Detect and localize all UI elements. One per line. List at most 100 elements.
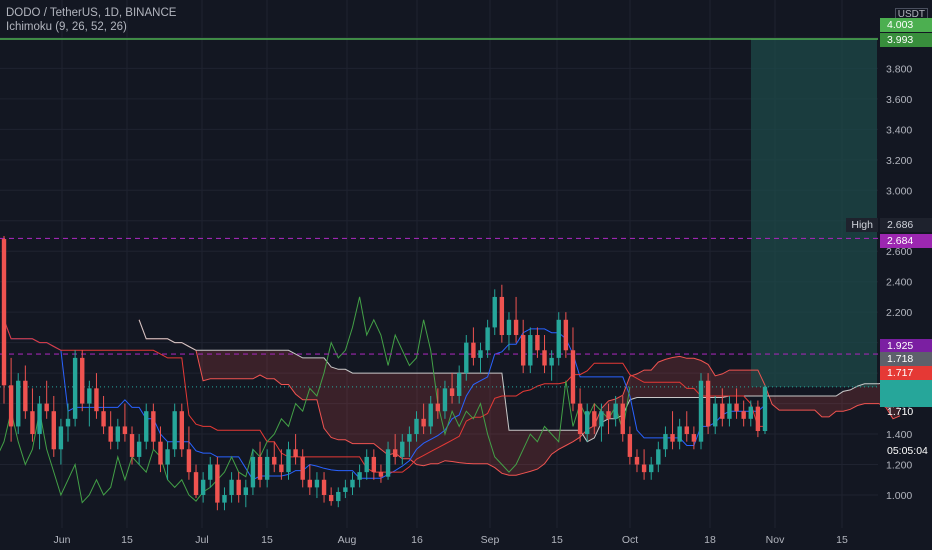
candle-body [8,385,14,427]
candle-body [364,456,369,473]
candle [87,380,92,427]
candle [634,449,640,473]
candle [620,395,625,442]
candle-body [371,456,377,473]
candle-body [478,350,483,358]
candle [428,395,433,435]
candle [23,365,28,419]
candle [371,449,377,480]
candle-body [549,357,554,366]
candle [172,403,177,457]
candle [321,472,327,503]
last-price-value: 1.710 [887,406,914,418]
candle-body [108,426,113,442]
candle [158,426,163,473]
price-badge-purple-upper: 2.684 [880,234,932,248]
candle-body [748,406,753,419]
candle-body [392,449,398,457]
x-tick-label: 15 [551,534,563,546]
candle [229,472,234,503]
price-badge-purple-lower: 1.925 [880,339,932,353]
candle-body [65,418,71,427]
candle [264,449,270,488]
candle-body [215,464,220,503]
candle [364,449,369,480]
candle [670,411,675,450]
candle [442,380,448,419]
candle [144,403,149,450]
symbol-title[interactable]: DODO / TetherUS, 1D, BINANCE [6,7,177,19]
candle-body [520,335,526,366]
candle-body [528,335,533,366]
candle [400,434,405,465]
candle-body [762,386,768,432]
candle [663,426,668,457]
candle-body [727,403,732,419]
candle [556,312,561,366]
price-badge-gray: 1.718 [880,352,932,366]
candle-body [670,434,675,442]
candle-body [350,479,355,488]
indicator-title[interactable]: Ichimoku (9, 26, 52, 26) [6,21,127,33]
candle-body [200,479,206,495]
last-price-badge: 1.710 05:05:04 [880,380,932,457]
candle [165,441,170,480]
x-tick-label: 15 [121,534,133,546]
candle [599,403,604,442]
candle-body [144,411,149,442]
candle-body [58,426,64,450]
y-tick-label: 1.000 [886,490,912,502]
candle [307,464,313,495]
candle-body [620,403,625,435]
candle [748,400,753,427]
candle [1,235,7,404]
candle-body [179,411,185,450]
candle [336,487,341,508]
candle [30,388,35,442]
x-tick-label: Nov [766,534,785,546]
candle-body [129,434,135,457]
candle-body [314,479,320,488]
candle [65,403,71,442]
candle-body [599,411,604,427]
candle [762,385,768,435]
candle [421,403,426,435]
candle-body [186,449,192,473]
candle [449,373,455,404]
long-position-target-zone[interactable] [751,39,877,387]
candle [584,403,590,442]
countdown-timer: 05:05:04 [887,445,928,457]
candle-body [1,239,7,386]
candle [122,403,128,442]
candle-body [684,426,689,435]
candle-body [755,406,761,432]
y-tick-label: 3.200 [886,155,912,167]
candle [435,388,441,419]
candle-body [563,319,569,351]
candle [293,434,298,465]
y-tick-label: 1.400 [886,429,912,441]
candle-body [101,411,106,427]
chart-legend: DODO / TetherUS, 1D, BINANCE Ichimoku (9… [6,6,176,34]
candle [186,426,192,480]
candle [44,380,49,419]
candle [485,319,490,358]
candle-body [492,296,497,328]
candle-body [343,487,348,492]
candle-body [30,411,35,435]
candle [641,449,647,480]
candle [478,342,483,374]
tenkan-sen-line [3,319,766,481]
candle-body [407,434,412,442]
ichimoku-lines [0,296,901,504]
candle-body [87,388,92,404]
high-label: High [846,218,878,232]
candle [215,456,220,511]
candle-body [257,456,263,480]
candle-body [165,449,170,465]
candle [151,403,156,450]
x-tick-label: 15 [836,534,848,546]
candle [108,411,113,450]
x-tick-label: Jun [54,534,71,546]
